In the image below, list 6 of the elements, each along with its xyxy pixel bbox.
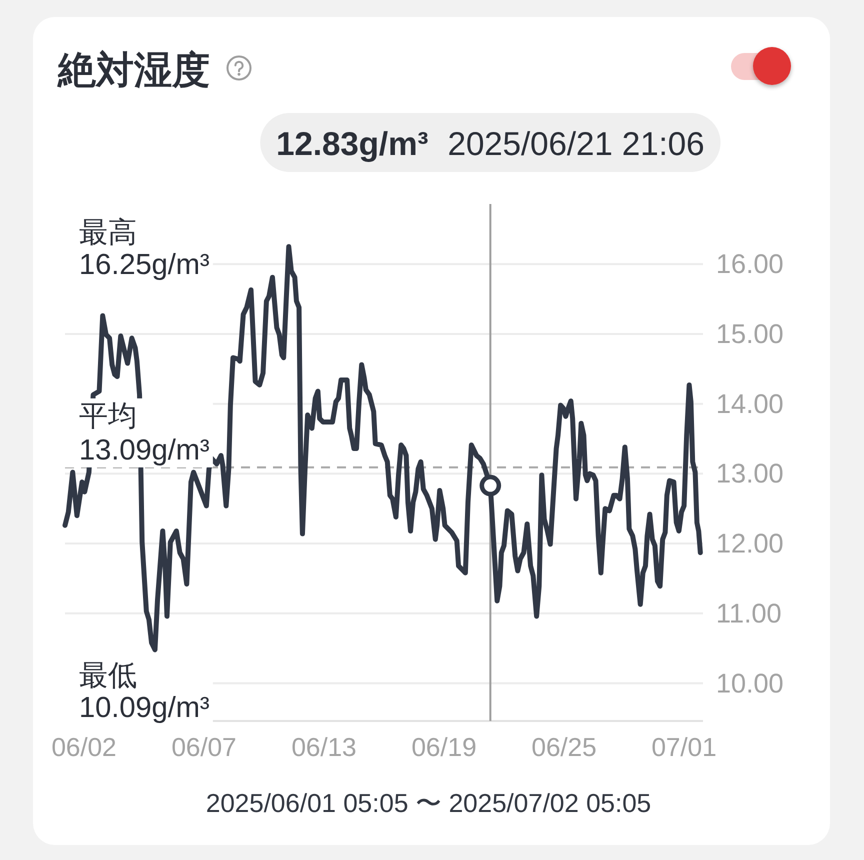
title: 絶対湿度 — [58, 50, 210, 92]
note: 最高 16.25g/m³ — [65, 215, 213, 282]
annotation: 最低 10.09g/m³ — [79, 660, 210, 724]
annotation: 最高 16.25g/m³ — [79, 217, 210, 281]
xlabel: 2025/06/01 05:05 〜 2025/07/02 05:05 — [206, 788, 652, 818]
ref-line-label: 平均 13.09g/m³ — [79, 400, 210, 466]
